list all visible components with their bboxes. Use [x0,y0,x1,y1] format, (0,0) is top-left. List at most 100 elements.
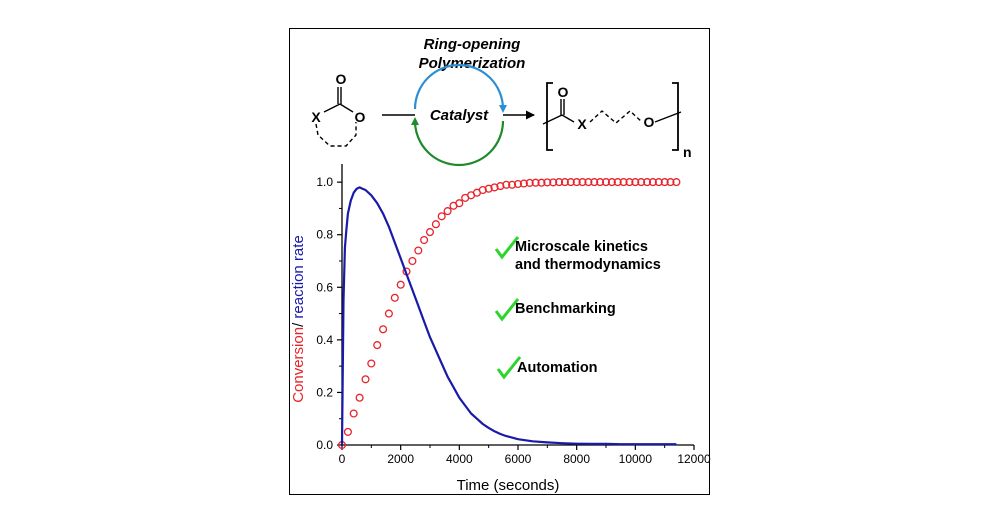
conversion-point [408,256,417,266]
x-tick-label: 10000 [619,452,653,466]
y-axis-title: Conversion/ reaction rate [290,235,307,403]
conversion-point [531,178,540,187]
y-axis-title-rate: reaction rate [290,235,307,318]
conversion-point [508,180,517,189]
conversion-point [414,246,423,255]
conversion-point [455,199,464,208]
conversion-point [525,178,534,187]
conversion-point [379,325,388,334]
y-tick-label: 1.0 [316,175,333,189]
x-tick-label: 12000 [677,452,711,466]
check-icon [496,356,522,380]
conversion-point [396,280,405,289]
conversion-point [672,178,681,187]
cycle-bottom-arc [411,117,505,167]
conversion-point [566,178,575,187]
reactant-ring-o: O [355,109,366,125]
conversion-point [519,179,528,188]
conversion-point [496,182,505,191]
x-tick-label: 0 [339,452,346,466]
feature-annotations: Microscale kinetics and thermodynamics B… [494,236,661,380]
figure-canvas: Ring-opening Polymerization O X O Cataly… [290,36,711,494]
conversion-point [607,178,616,187]
cycle-top-arc [413,63,507,113]
conversion-point [572,178,581,187]
backbone-bond-end [654,111,682,123]
cyclic-monomer-structure [315,87,357,147]
repeat-subscript-n: n [683,144,692,160]
conversion-point [431,220,440,229]
conversion-point [420,235,429,245]
scheme-title-line1: Ring-opening [424,36,521,53]
conversion-point [367,359,376,368]
conversion-point [349,409,358,418]
x-axis-title: Time (seconds) [457,477,560,494]
backbone-bond-1 [542,114,563,125]
conversion-point [373,341,382,350]
conversion-point [443,207,452,216]
reaction-scheme: Ring-opening Polymerization O X O Cataly… [311,36,692,167]
conversion-point [490,183,499,192]
figure-frame: Ring-opening Polymerization O X O Cataly… [289,28,711,495]
annotation-automation: Automation [496,356,598,380]
conversion-point [619,178,628,187]
y-tick-label: 0.0 [316,438,333,452]
conversion-point [666,178,675,187]
y-tick-label: 0.8 [316,228,333,242]
annotation-automation-label: Automation [517,360,598,376]
conversion-point [355,393,364,402]
polymer-product-structure [542,82,682,151]
conversion-point [549,178,558,187]
backbone-dashed-bonds [589,110,643,124]
conversion-point [590,178,599,187]
conversion-point [361,375,370,384]
conversion-point [660,178,669,187]
right-bracket [672,82,679,151]
conversion-point [625,178,634,187]
conversion-point [584,178,593,187]
conversion-point [502,180,511,189]
conversion-point [437,212,446,221]
reaction-rate-line [340,186,677,446]
annotation-kinetics-line1: Microscale kinetics [515,239,648,255]
y-axis-title-conversion: Conversion [290,327,307,403]
conversion-point [425,228,435,237]
reactant-carbonyl-o: O [336,71,347,87]
backbone-bond-2 [561,114,575,123]
ring-bond-right [339,103,354,113]
conversion-point [484,184,493,193]
check-icon [494,298,520,322]
chart-series-layer [337,178,681,450]
annotation-benchmarking: Benchmarking [494,298,616,322]
conversion-point [513,179,523,189]
kinetics-chart: 0 2000 4000 6000 8000 10000 12000 0.0 0.2 0.4 0.6 0… [290,164,711,494]
ring-dashed-bonds [315,122,357,147]
conversion-point [601,178,611,187]
conversion-point [560,178,569,187]
y-axis-title-separator: / [290,319,307,327]
conversion-point [648,178,657,187]
x-tick-label: 6000 [505,452,532,466]
product-x-atom: X [577,116,587,132]
conversion-point [613,178,622,187]
conversion-point [478,185,487,195]
annotation-kinetics: Microscale kinetics and thermodynamics [494,236,661,273]
conversion-point [543,178,552,187]
y-tick-label: 0.6 [316,280,333,294]
conversion-point [390,293,399,302]
conversion-point [537,178,546,187]
left-bracket [546,82,553,151]
conversion-point [631,178,640,187]
product-carbonyl-o: O [558,84,569,100]
ring-bond-left [323,103,341,113]
conversion-point [643,178,652,187]
catalyst-label: Catalyst [430,107,489,124]
x-tick-label: 4000 [446,452,473,466]
conversion-point [343,427,352,436]
conversion-point [384,309,393,318]
conversion-point [654,178,663,187]
y-tick-label: 0.4 [316,333,333,347]
conversion-point [578,178,587,187]
annotation-kinetics-line2: and thermodynamics [515,257,661,273]
x-tick-label: 2000 [387,452,414,466]
